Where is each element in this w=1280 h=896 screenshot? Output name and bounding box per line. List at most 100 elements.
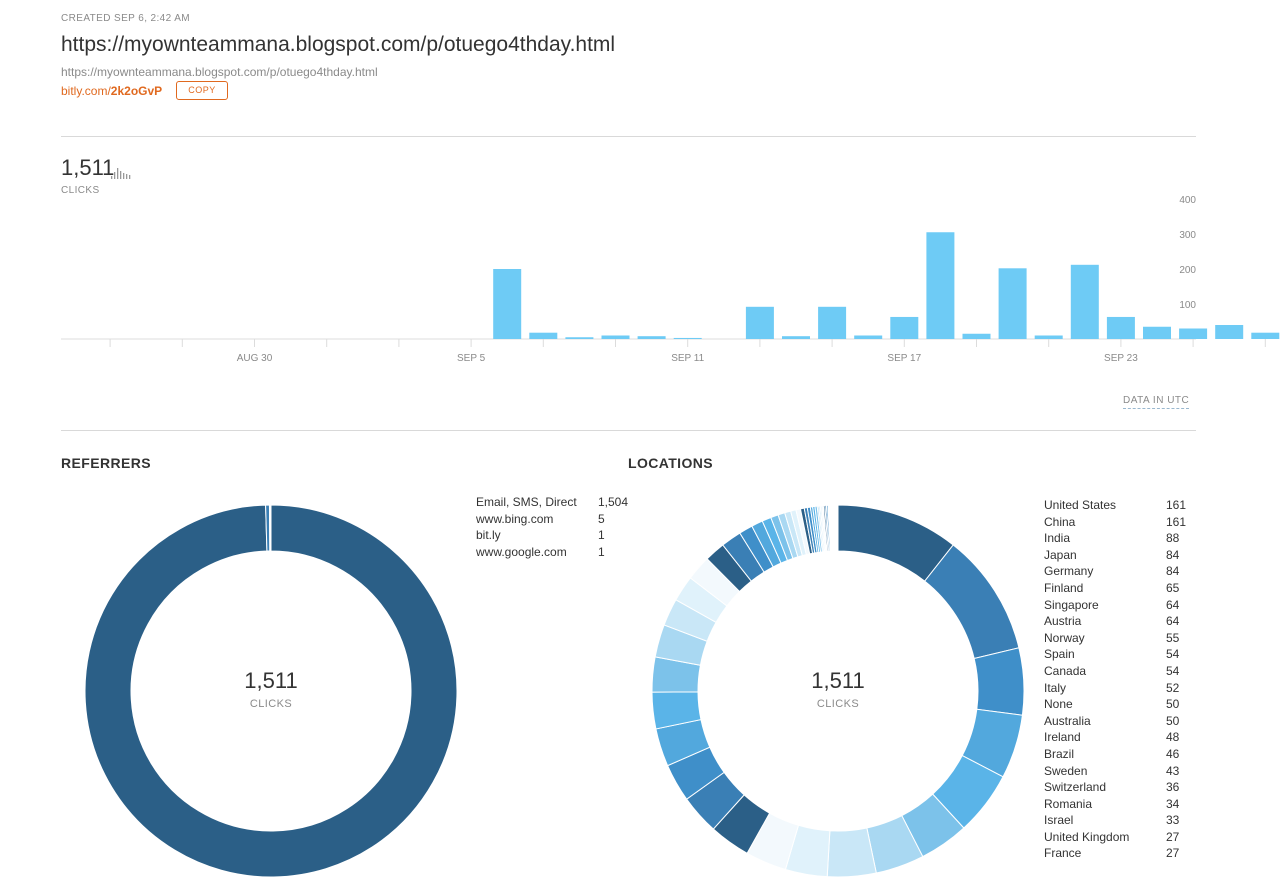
locations-legend: United States 161 China 161 India 88 Japan 84 Ge…	[1044, 497, 1194, 863]
referrer-legend-row[interactable]: www.google.com 1	[476, 544, 636, 561]
referrer-legend-name: bit.ly	[476, 528, 501, 543]
location-legend-row[interactable]: Switzerland 36	[1044, 779, 1194, 796]
location-legend-name: United States	[1044, 498, 1117, 512]
referrer-legend-value: 1	[598, 544, 605, 559]
x-tick-label: SEP 23	[1104, 353, 1138, 364]
location-legend-value: 52	[1166, 680, 1180, 695]
location-legend-value: 55	[1166, 630, 1180, 645]
referrers-donut: 1,511 CLICKS	[71, 491, 471, 891]
location-legend-row[interactable]: United States 161	[1044, 497, 1194, 514]
location-legend-name: Romania	[1044, 796, 1093, 811]
clicks-bar[interactable]	[673, 337, 702, 339]
referrer-legend-name: Email, SMS, Direct	[476, 495, 577, 509]
location-legend-value: 64	[1166, 614, 1180, 629]
clicks-bar[interactable]	[818, 306, 847, 339]
referrers-center-label: CLICKS	[249, 698, 293, 710]
location-legend-name: Japan	[1044, 547, 1077, 562]
clicks-bar[interactable]	[745, 306, 774, 339]
location-legend-row[interactable]: Finland 65	[1044, 580, 1194, 597]
location-legend-row[interactable]: Ireland 48	[1044, 729, 1194, 746]
location-legend-row[interactable]: Australia 50	[1044, 713, 1194, 730]
x-tick-label: SEP 5	[457, 353, 486, 364]
y-tick-label: 400	[1179, 195, 1196, 206]
clicks-bar[interactable]	[1106, 316, 1135, 339]
clicks-bar[interactable]	[962, 333, 991, 339]
referrer-slice[interactable]	[269, 504, 272, 552]
location-legend-name: France	[1044, 846, 1082, 861]
location-legend-row[interactable]: Romania 34	[1044, 796, 1194, 813]
location-legend-value: 161	[1166, 514, 1187, 529]
bar-sparkline-icon	[111, 168, 131, 179]
clicks-bar[interactable]	[854, 335, 883, 340]
locations-center-value: 1,511	[811, 668, 865, 693]
clicks-bar[interactable]	[890, 316, 919, 339]
location-slice[interactable]	[836, 504, 839, 552]
location-legend-row[interactable]: Brazil 46	[1044, 746, 1194, 763]
location-legend-row[interactable]: Singapore 64	[1044, 597, 1194, 614]
location-legend-name: Spain	[1044, 647, 1075, 662]
locations-donut-svg	[651, 504, 1025, 878]
location-legend-row[interactable]: Italy 52	[1044, 680, 1194, 697]
location-legend-name: Israel	[1044, 813, 1074, 828]
location-legend-name: Finland	[1044, 580, 1084, 595]
location-legend-name: Germany	[1044, 564, 1094, 579]
location-legend-value: 84	[1166, 547, 1180, 562]
clicks-bar[interactable]	[1251, 332, 1280, 339]
clicks-bar[interactable]	[1179, 328, 1208, 340]
clicks-bar[interactable]	[1070, 264, 1099, 339]
location-legend-value: 84	[1166, 564, 1180, 579]
location-legend-name: Austria	[1044, 614, 1082, 629]
clicks-bar[interactable]	[926, 232, 955, 339]
clicks-bar[interactable]	[601, 335, 630, 340]
clicks-bar[interactable]	[998, 268, 1027, 339]
referrer-legend-value: 1	[598, 528, 605, 543]
location-legend-row[interactable]: Germany 84	[1044, 563, 1194, 580]
referrer-legend-row[interactable]: www.bing.com 5	[476, 511, 636, 528]
location-legend-row[interactable]: Israel 33	[1044, 812, 1194, 829]
utc-note[interactable]: DATA IN UTC	[1123, 395, 1190, 409]
referrer-slice[interactable]	[84, 504, 458, 878]
x-tick-label: AUG 30	[237, 353, 273, 364]
location-legend-row[interactable]: Japan 84	[1044, 547, 1194, 564]
clicks-bar[interactable]	[493, 269, 522, 339]
x-tick-label: SEP 17	[887, 353, 921, 364]
location-legend-value: 50	[1166, 713, 1180, 728]
location-legend-row[interactable]: Sweden 43	[1044, 763, 1194, 780]
clicks-bar[interactable]	[1143, 326, 1171, 339]
location-legend-row[interactable]: Austria 64	[1044, 613, 1194, 630]
location-legend-row[interactable]: Spain 54	[1044, 646, 1194, 663]
clicks-bar[interactable]	[565, 337, 594, 339]
location-legend-name: China	[1044, 514, 1076, 529]
long-url[interactable]: https://myownteammana.blogspot.com/p/otu…	[61, 65, 378, 79]
clicks-bar[interactable]	[529, 332, 558, 339]
clicks-bar[interactable]	[1215, 325, 1244, 339]
short-link-code: 2k2oGvP	[110, 84, 163, 98]
location-legend-value: 36	[1166, 780, 1180, 795]
location-legend-value: 43	[1166, 763, 1180, 778]
location-legend-row[interactable]: Canada 54	[1044, 663, 1194, 680]
y-tick-label: 100	[1179, 300, 1196, 311]
short-link[interactable]: bitly.com/2k2oGvP	[61, 84, 162, 98]
location-legend-row[interactable]: None 50	[1044, 696, 1194, 713]
location-legend-value: 34	[1166, 796, 1180, 811]
location-legend-value: 33	[1166, 813, 1180, 828]
location-legend-value: 64	[1166, 597, 1180, 612]
location-legend-row[interactable]: France 27	[1044, 845, 1194, 862]
referrers-center-value: 1,511	[244, 668, 298, 693]
copy-button[interactable]: COPY	[176, 81, 228, 100]
location-legend-row[interactable]: United Kingdom 27	[1044, 829, 1194, 846]
location-slice[interactable]	[973, 647, 1025, 716]
referrer-legend-name: www.google.com	[476, 544, 567, 559]
clicks-bar-chart: AUG 30 SEP 5 SEP 11 SEP 17 SEP 23 100 200 300 40…	[61, 195, 1280, 364]
location-legend-row[interactable]: China 161	[1044, 514, 1194, 531]
clicks-bar[interactable]	[637, 336, 666, 339]
referrer-legend-row[interactable]: Email, SMS, Direct 1,504	[476, 494, 636, 511]
referrer-legend-row[interactable]: bit.ly 1	[476, 527, 636, 544]
location-legend-name: Brazil	[1044, 746, 1075, 761]
clicks-bar[interactable]	[782, 336, 810, 339]
location-legend-value: 161	[1166, 498, 1187, 512]
section-divider	[61, 430, 1196, 431]
location-legend-row[interactable]: Norway 55	[1044, 630, 1194, 647]
location-legend-row[interactable]: India 88	[1044, 530, 1194, 547]
clicks-bar[interactable]	[1034, 335, 1063, 340]
